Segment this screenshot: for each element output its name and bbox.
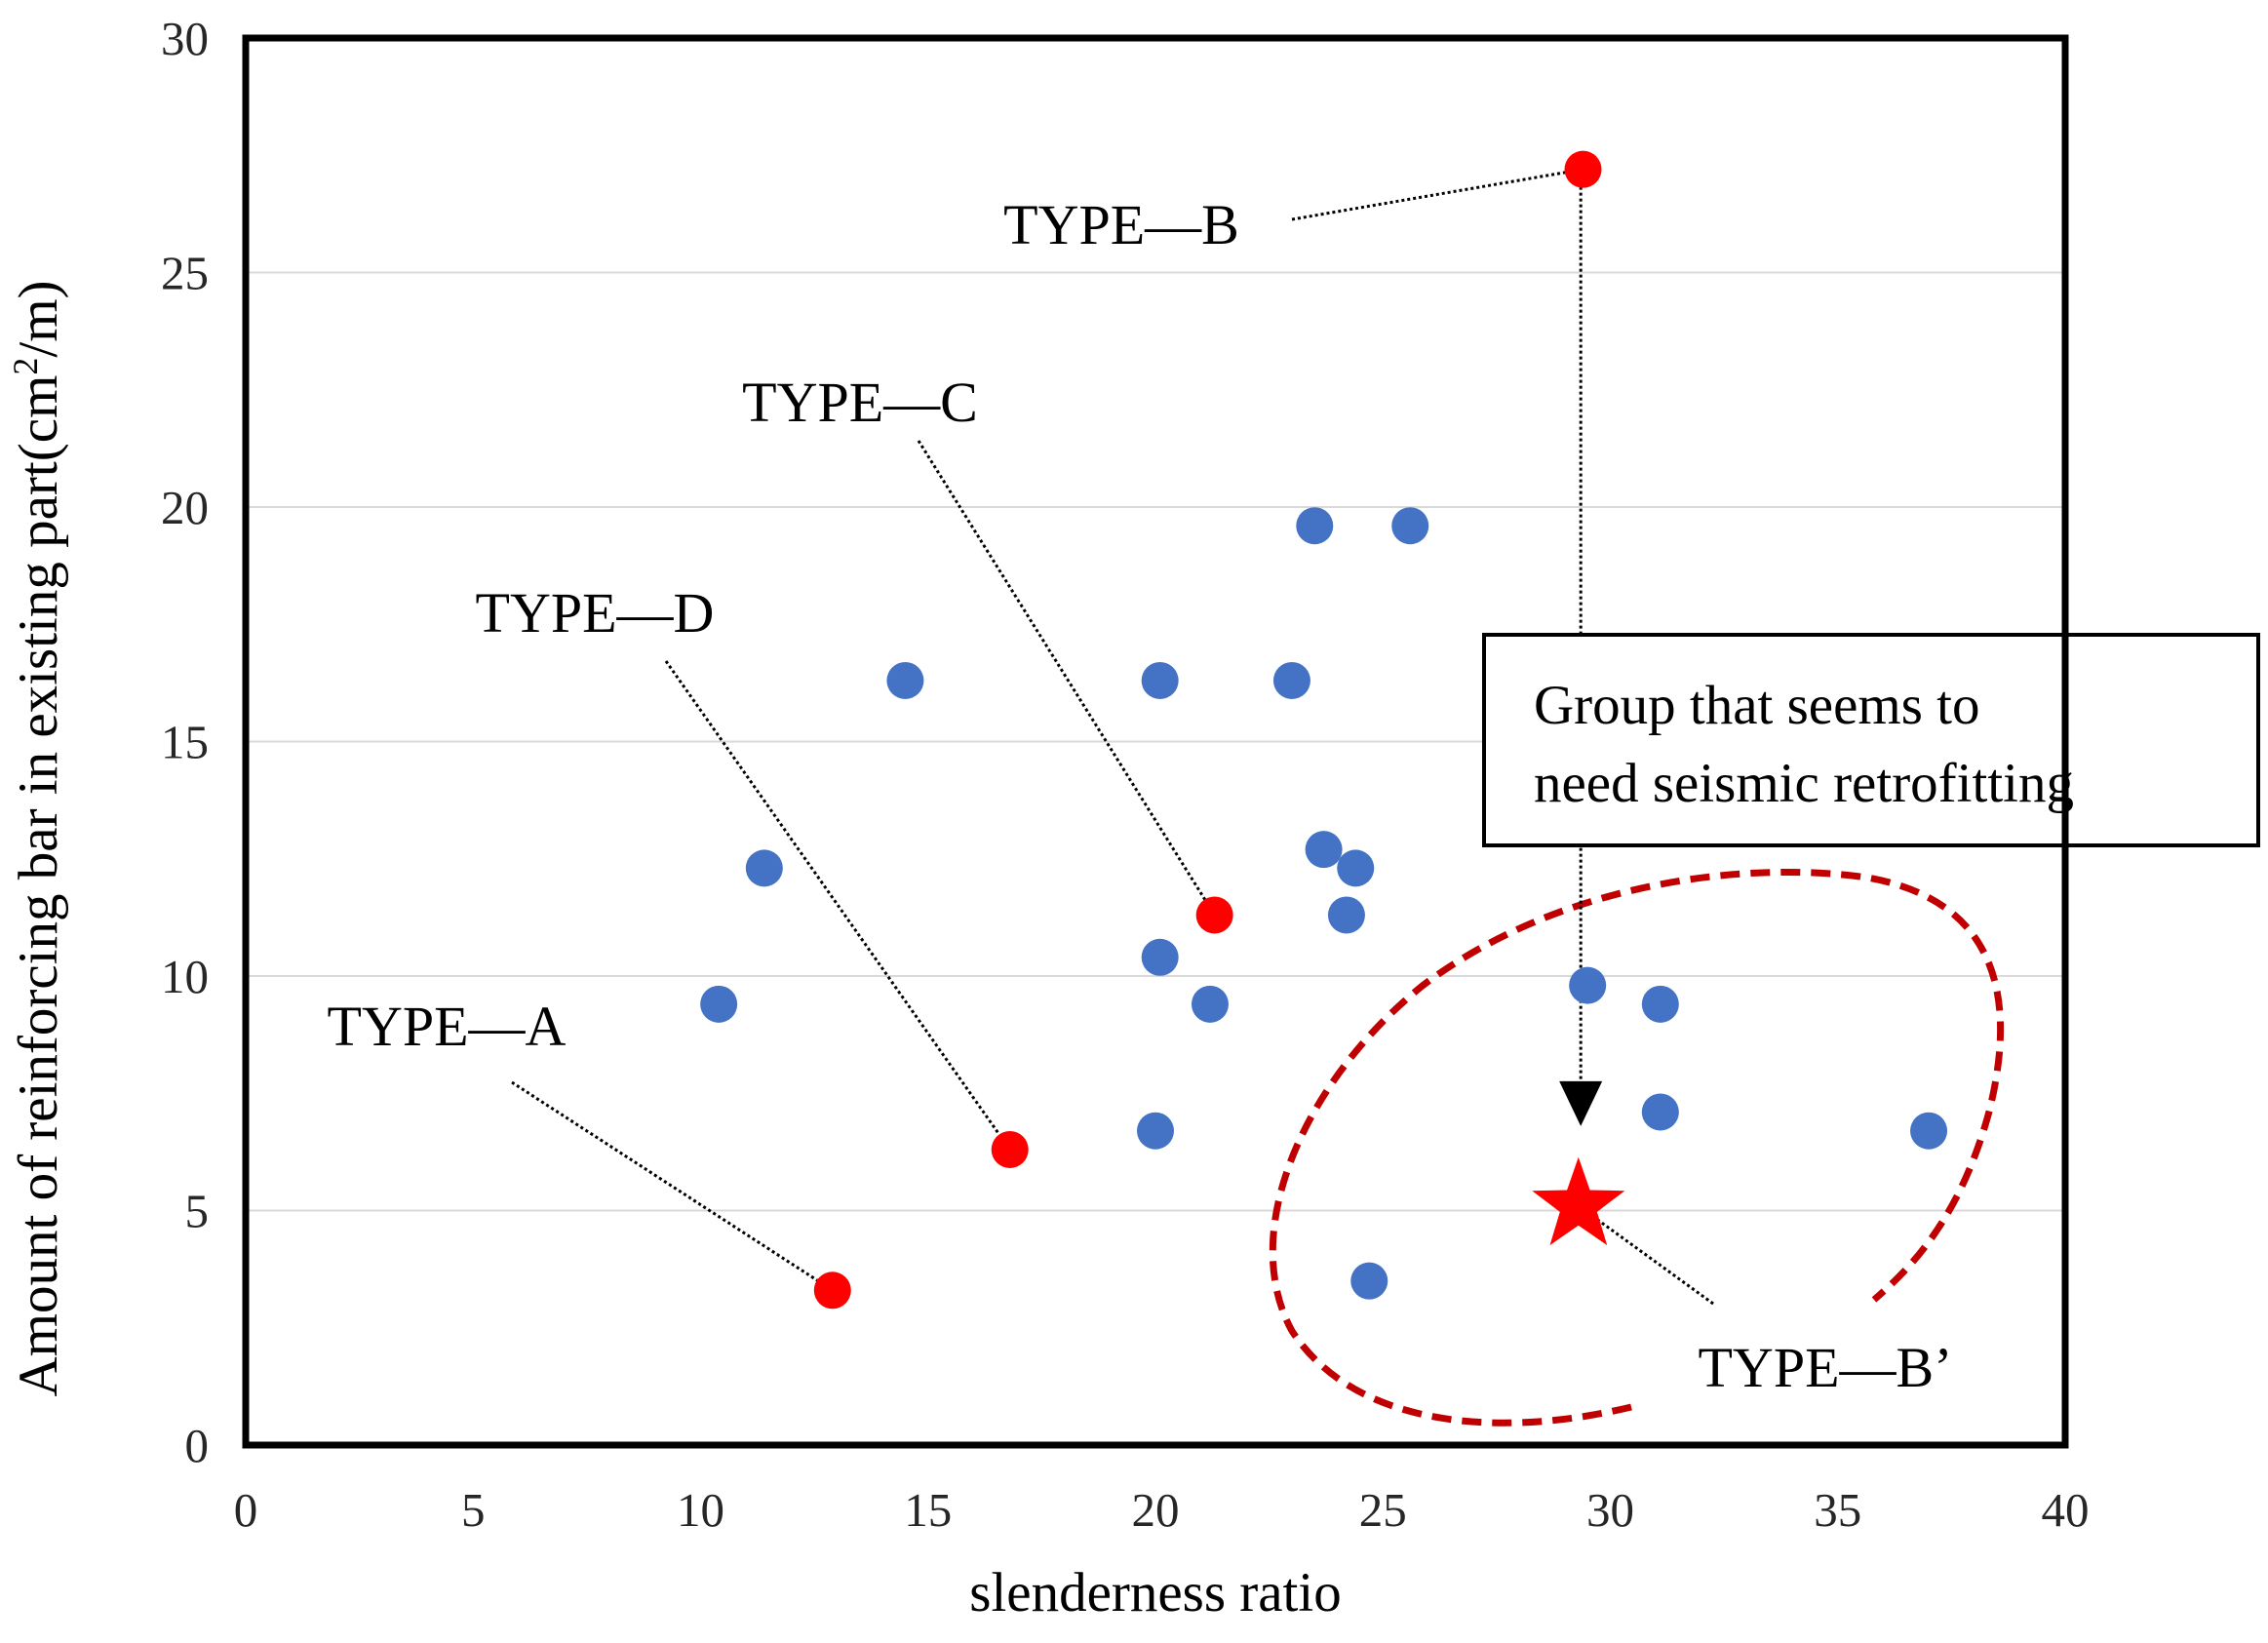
x-tick-label-35: 35: [1814, 1483, 1861, 1537]
data-point-s0-17: [1910, 1112, 1948, 1150]
data-point-s0-1: [745, 849, 783, 887]
y-axis-title-end: /m): [8, 280, 69, 357]
annotation-type-a: TYPE―A: [328, 995, 567, 1058]
arrow-head: [1559, 1080, 1603, 1126]
data-point-s0-15: [1641, 985, 1679, 1023]
leader-line-0: [511, 1080, 834, 1292]
y-axis-title: Amount of reinforcing bar in existing pa…: [6, 280, 69, 1396]
data-point-s0-7: [1272, 661, 1310, 699]
x-tick-label-20: 20: [1132, 1483, 1180, 1537]
y-tick-label-20: 20: [161, 481, 209, 534]
data-point-s1-3: [1564, 150, 1602, 188]
y-axis-title-superscript: 2: [6, 358, 45, 375]
x-axis-title: slenderness ratio: [969, 1562, 1341, 1623]
data-point-s0-2: [886, 661, 924, 699]
data-point-s0-16: [1641, 1093, 1679, 1131]
retrofit-callout: Group that seems to need seismic retrofi…: [1482, 633, 2260, 847]
tick-labels: 0 5 10 15 20 25 30 0 5 10 15 20 25 30 35 40: [161, 12, 2090, 1537]
annotation-type-b-prime: TYPE―B’: [1699, 1336, 1953, 1399]
callout-box: [1482, 633, 2260, 847]
data-point-s0-4: [1141, 938, 1179, 976]
y-tick-label-15: 15: [161, 716, 209, 769]
data-points: [700, 150, 1948, 1310]
x-tick-label-40: 40: [2042, 1483, 2090, 1537]
data-point-s0-13: [1391, 507, 1429, 545]
annotation-type-d: TYPE―D: [476, 581, 715, 645]
data-point-s1-0: [813, 1271, 851, 1310]
data-point-s1-1: [991, 1130, 1029, 1168]
annotation-type-c: TYPE―C: [742, 371, 978, 434]
y-tick-label-0: 0: [185, 1419, 210, 1472]
x-tick-label-15: 15: [904, 1483, 952, 1537]
data-point-s0-9: [1305, 831, 1343, 869]
data-point-s0-0: [700, 985, 738, 1023]
leader-line-1: [664, 660, 1011, 1151]
y-axis-title-main: Amount of reinforcing bar in existing pa…: [8, 375, 69, 1397]
data-point-s0-3: [1137, 1112, 1174, 1150]
data-point-s0-5: [1141, 661, 1179, 699]
retrofit-group-ellipse: [1269, 868, 2005, 1427]
annotation-type-b: TYPE―B: [1003, 193, 1239, 256]
data-point-s0-12: [1350, 1262, 1388, 1300]
x-tick-label-30: 30: [1586, 1483, 1634, 1537]
x-tick-label-25: 25: [1359, 1483, 1407, 1537]
data-point-s0-8: [1296, 507, 1334, 545]
y-tick-label-5: 5: [185, 1185, 210, 1238]
retrofit-arrow: [1559, 169, 1603, 1126]
data-point-s0-6: [1191, 985, 1229, 1023]
x-tick-label-5: 5: [461, 1483, 486, 1537]
leader-line-4: [1577, 1204, 1714, 1306]
y-tick-label-10: 10: [161, 950, 209, 1003]
y-tick-label-30: 30: [161, 12, 209, 65]
y-tick-label-25: 25: [161, 247, 209, 300]
data-point-s1-2: [1195, 896, 1233, 934]
data-point-s0-11: [1337, 849, 1375, 887]
callout-line-1: Group that seems to: [1534, 675, 1980, 736]
data-point-s0-14: [1569, 966, 1607, 1004]
x-tick-label-0: 0: [234, 1483, 258, 1537]
x-tick-label-10: 10: [677, 1483, 724, 1537]
callout-line-2: need seismic retrofitting: [1534, 753, 2074, 814]
plot-frame: [242, 34, 2069, 1449]
leader-line-3: [1291, 168, 1584, 221]
data-point-star-0: [1532, 1156, 1625, 1246]
data-point-s0-10: [1327, 896, 1365, 934]
annotation-leader-lines: [511, 168, 1714, 1306]
